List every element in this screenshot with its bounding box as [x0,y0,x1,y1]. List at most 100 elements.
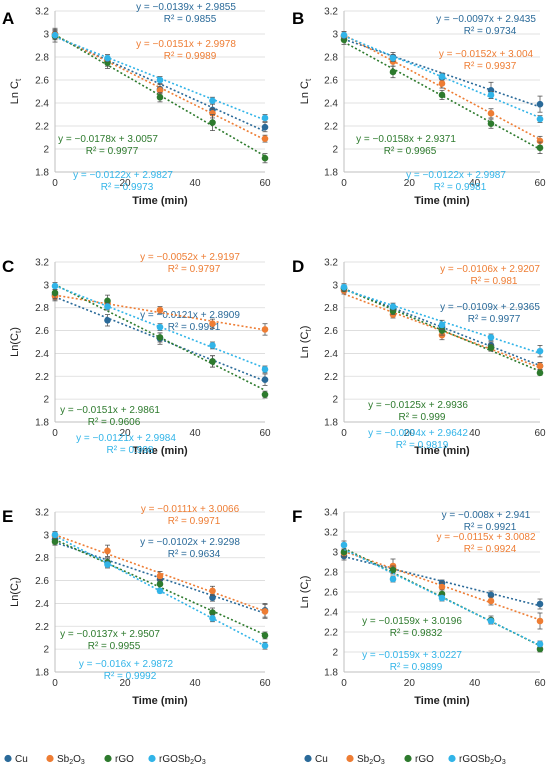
data-point [209,119,216,126]
trendline-equation: y = −0.0109x + 2.9365 [440,302,540,313]
y-axis-label: Ln Ct [299,78,313,104]
legend-label-text: O [194,754,202,765]
panel-letter: D [292,257,304,276]
trendline-equation: y = −0.0121x + 2.9984 [76,433,176,444]
r-squared-label: R² = 0.981 [471,276,518,287]
y-tick-label: 2.6 [324,76,338,87]
y-tick-label: 2 [43,395,49,406]
data-point [487,120,495,127]
panel-A: 1.8 2 2.2 2.4 2.6 2.8 3 3.2 0 20 40 60 Time (min) Ln … [2,2,271,207]
trendline [54,34,266,141]
trendline-equation: y = −0.0178x + 3.0057 [58,134,158,145]
legend-label-text: O [373,754,381,765]
data-point [51,538,59,546]
r-squared-label: R² = 0.9606 [88,417,141,428]
data-point [209,614,216,622]
trendline-equation: y = −0.016x + 2.9872 [79,659,174,670]
y-axis-label: Ln(Ct) [9,577,23,607]
x-tick-label: 40 [189,678,201,689]
y-tick-label: 3.2 [324,258,338,269]
data-point [156,76,164,84]
data-point [261,376,269,384]
data-point [536,362,544,370]
x-tick-label: 0 [52,678,58,689]
y-tick-label: 2.6 [35,76,49,87]
r-squared-label: R² = 0.9989 [164,51,217,62]
trendline-equation: y = −0.0137x + 2.9507 [60,629,160,640]
data-point [104,303,111,310]
legend-label-text: Sb [357,754,370,765]
r-squared-label: R² = 0.9734 [464,26,517,37]
y-tick-label: 3 [43,30,49,41]
x-tick-label: 40 [469,428,481,439]
x-tick-label: 20 [404,678,416,689]
r-squared-label: R² = 0.9899 [390,662,443,673]
data-point [340,36,348,44]
r-squared-label: R² = 0.9992 [104,671,157,682]
y-tick-label: 3.4 [324,508,338,519]
trendline-equation: y = −0.0139x + 2.9855 [136,2,236,13]
data-point [487,91,495,99]
trendline [343,38,541,108]
trendline [343,293,541,369]
data-point [438,327,446,334]
y-tick-label: 1.8 [324,418,338,429]
x-axis-label: Time (min) [414,695,470,707]
legend-label-sub: 3 [202,759,206,766]
data-point [209,320,216,328]
legend-marker [104,754,112,763]
data-point [536,144,544,152]
x-tick-label: 40 [469,678,481,689]
data-point [487,110,495,117]
legend-label-text: rGO [115,754,134,765]
trendline-equation: y = −0.0152x + 3.004 [439,49,534,60]
y-axis-label-tail: ) [9,577,21,581]
data-point [209,609,216,616]
y-tick-label: 2.2 [324,372,338,383]
data-point [156,580,164,588]
y-tick-label: 2.2 [35,372,49,383]
y-axis-label-main: Ln (C [299,581,311,608]
data-point [156,93,164,101]
y-axis-label: Ln (Ct) [299,576,313,609]
y-axis-label-main: Ln (C [299,331,311,358]
data-point [261,366,269,373]
panel-D: 1.8 2 2.2 2.4 2.6 2.8 3 3.2 0 20 40 60 Time (min) Ln … [292,257,546,457]
trendline-equation: y = −0.0097x + 2.9435 [436,14,536,25]
y-tick-label: 3.2 [35,258,49,269]
y-axis-label-sub: t [14,78,23,81]
y-axis-label: Ln Ct [9,78,23,104]
y-tick-label: 1.8 [35,668,49,679]
y-axis-label-main: Ln C [9,81,21,104]
trendline [343,550,541,621]
trendline-equation: y = −0.0151x + 2.9978 [136,39,236,50]
legend-marker [404,754,412,763]
data-point [536,137,544,145]
legend-label-sub: 2 [369,759,373,766]
r-squared-label: R² = 0.998 [107,445,154,456]
data-point [261,608,269,615]
y-tick-label: 3.2 [35,7,49,18]
data-point [156,306,164,314]
data-point [104,316,111,324]
x-axis-label: Time (min) [132,195,188,207]
trendline [343,548,541,647]
data-point [438,583,446,591]
data-point [340,31,348,39]
trendline-equation: y = −0.0121x + 2.8909 [140,310,240,321]
data-point [389,54,397,62]
x-tick-label: 60 [534,678,546,689]
x-axis-label: Time (min) [132,695,188,707]
y-axis-label-tail: ) [299,326,311,330]
data-point [104,547,111,555]
legend-label: rGO [115,754,134,765]
legend-label-text: Sb [57,754,70,765]
x-tick-label: 20 [404,178,416,189]
trendline-equation: y = −0.0159x + 3.0196 [362,616,462,627]
y-axis-label-main: Ln C [299,81,311,104]
